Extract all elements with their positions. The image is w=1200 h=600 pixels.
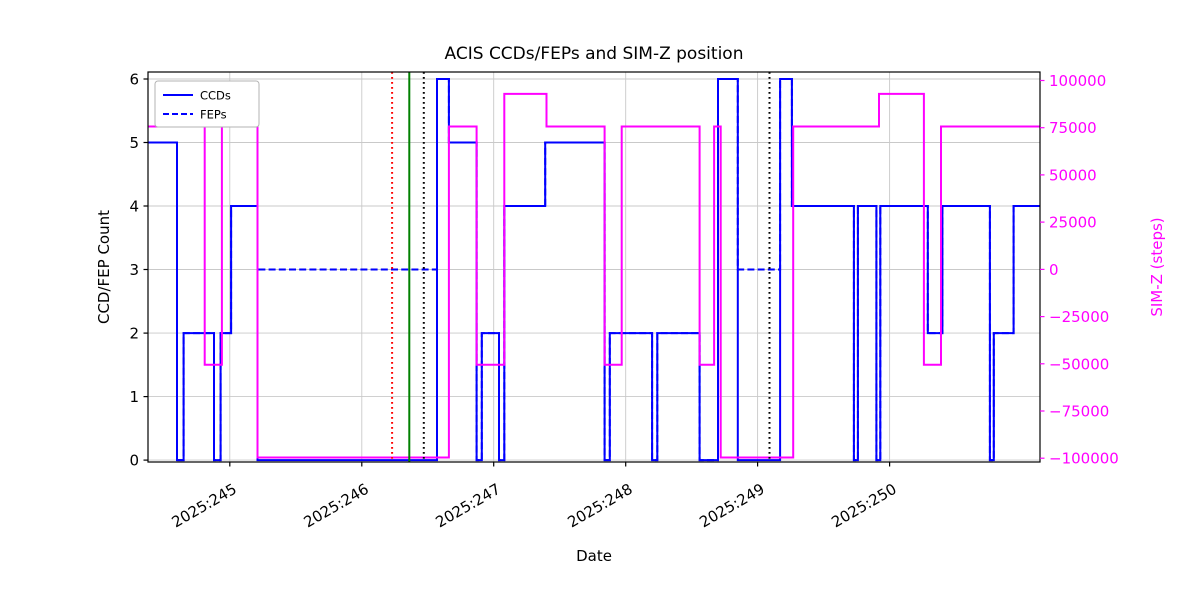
y-axis-label-right: SIM-Z (steps) xyxy=(1148,217,1166,317)
sim-z-line xyxy=(148,92,1040,459)
plot-frame xyxy=(147,71,1041,463)
y-tick-label-right: 50000 xyxy=(1049,166,1097,184)
x-tick-label: 2025:247 xyxy=(432,480,503,532)
y-tick-label-right: −50000 xyxy=(1049,355,1109,373)
y-tick-label-right: −100000 xyxy=(1049,450,1119,468)
y-tick-label-right: 75000 xyxy=(1049,119,1097,137)
plot-area xyxy=(148,72,1040,462)
x-tick-label: 2025:248 xyxy=(564,480,635,532)
y-tick-label-left: 1 xyxy=(129,388,139,406)
y-tick-label-right: −25000 xyxy=(1049,308,1109,326)
y-tick-label-left: 3 xyxy=(129,261,139,279)
y-tick-label-right: 0 xyxy=(1049,261,1059,279)
y-tick-label-left: 0 xyxy=(129,452,139,470)
y-tick-label-right: 100000 xyxy=(1049,72,1106,90)
y-tick-label-left: 2 xyxy=(129,325,139,343)
x-tick-label: 2025:246 xyxy=(301,480,372,532)
y-tick-label-left: 4 xyxy=(129,198,139,216)
y-axis-label-left: CCD/FEP Count xyxy=(95,209,113,325)
chart-title: ACIS CCDs/FEPs and SIM-Z position xyxy=(444,44,744,64)
x-tick-label: 2025:245 xyxy=(169,480,240,532)
x-axis-label: Date xyxy=(576,547,612,565)
legend-box xyxy=(154,80,260,128)
x-tick-label: 2025:250 xyxy=(828,480,899,532)
y-tick-label-left: 6 xyxy=(129,71,139,89)
legend-label-feps: FEPs xyxy=(200,108,227,122)
legend-label-ccds: CCDs xyxy=(200,89,231,103)
x-tick-label: 2025:249 xyxy=(696,480,767,532)
y-tick-label-right: 25000 xyxy=(1049,214,1097,232)
y-tick-label-left: 5 xyxy=(129,134,139,152)
ccds-line xyxy=(148,78,1040,462)
y-tick-label-right: −75000 xyxy=(1049,403,1109,421)
